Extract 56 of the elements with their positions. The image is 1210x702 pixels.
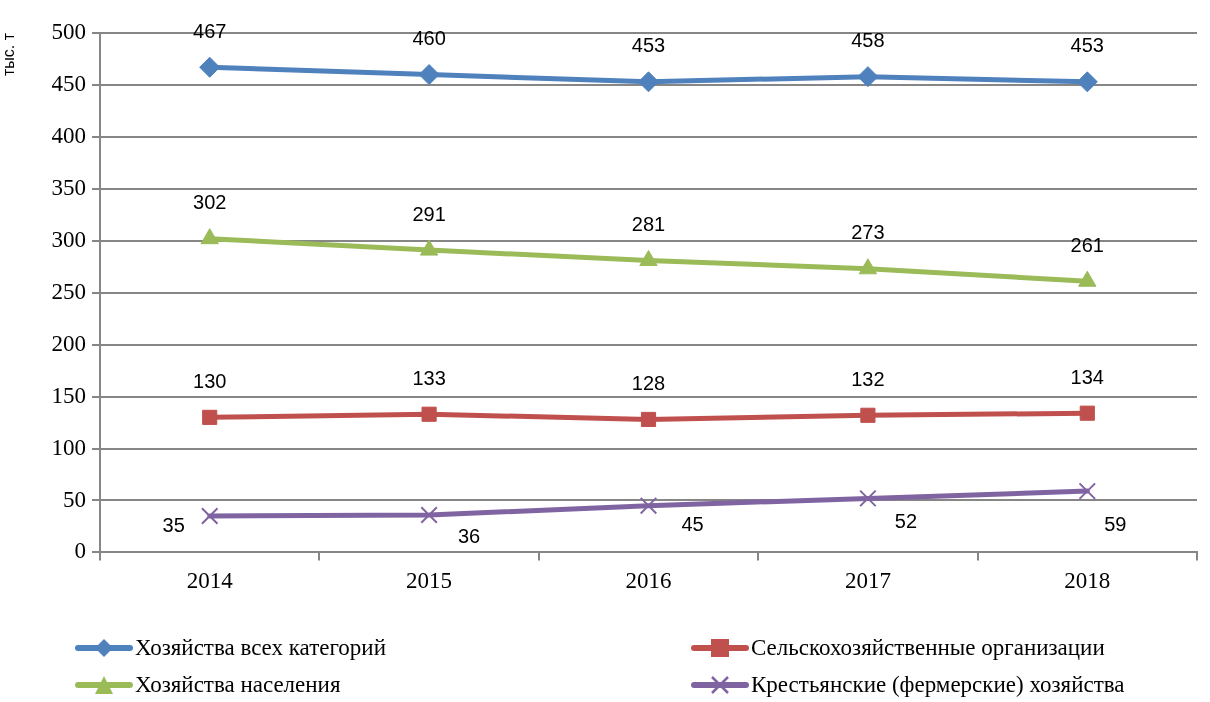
data-label: 35 [162, 513, 185, 536]
point [860, 407, 876, 423]
data-label: 302 [193, 191, 227, 214]
point [200, 507, 219, 525]
legend-label: Хозяйства всех категорий [135, 634, 386, 661]
point [421, 406, 437, 422]
data-label: 52 [894, 509, 918, 532]
x-tick-label: 2016 [625, 568, 672, 594]
x-tick-label: 2015 [406, 568, 453, 594]
data-label: 134 [1070, 365, 1104, 388]
point [199, 56, 221, 78]
x-tick-label: 2017 [844, 568, 891, 594]
y-tick-label: 250 [51, 278, 86, 304]
data-label: 273 [851, 221, 885, 244]
data-label: 261 [1070, 233, 1104, 256]
point [1078, 482, 1097, 500]
y-tick-label: 350 [51, 174, 86, 200]
data-label: 291 [412, 202, 446, 225]
data-label: 128 [631, 371, 666, 394]
data-label: 453 [631, 34, 666, 57]
point [857, 66, 879, 88]
point [638, 71, 659, 93]
point [202, 409, 218, 425]
data-label: 133 [412, 366, 446, 389]
point [420, 506, 438, 524]
data-label: 453 [1070, 34, 1104, 57]
y-axis-title: тыс. т [0, 32, 18, 77]
data-label: 59 [1104, 512, 1127, 535]
data-label: 467 [193, 19, 227, 42]
point [639, 496, 658, 515]
legend-label: Крестьянские (фермерские) хозяйства [751, 671, 1125, 698]
point [859, 489, 877, 508]
y-tick-label: 0 [74, 538, 86, 564]
point [1076, 71, 1098, 93]
y-tick-label: 300 [51, 226, 86, 252]
y-tick-label: 500 [51, 19, 86, 45]
legend-label: Сельскохозяйственные организации [751, 634, 1105, 661]
data-label: 132 [851, 367, 885, 390]
legend-label: Хозяйства населения [135, 671, 341, 698]
y-tick-label: 50 [63, 486, 86, 512]
data-label: 130 [193, 369, 227, 392]
point [640, 411, 657, 428]
data-label: 45 [681, 513, 704, 536]
point [1079, 405, 1095, 421]
y-tick-label: 400 [51, 122, 86, 148]
y-tick-label: 200 [51, 330, 86, 356]
data-label: 460 [412, 27, 446, 50]
point [418, 64, 440, 86]
data-label: 458 [851, 29, 885, 52]
y-tick-label: 100 [51, 434, 86, 460]
data-label: 281 [631, 213, 666, 236]
y-tick-label: 150 [51, 382, 86, 408]
data-label: 36 [457, 524, 481, 547]
x-tick-label: 2018 [1064, 568, 1111, 594]
y-tick-label: 450 [51, 70, 86, 96]
x-tick-label: 2014 [186, 568, 234, 594]
